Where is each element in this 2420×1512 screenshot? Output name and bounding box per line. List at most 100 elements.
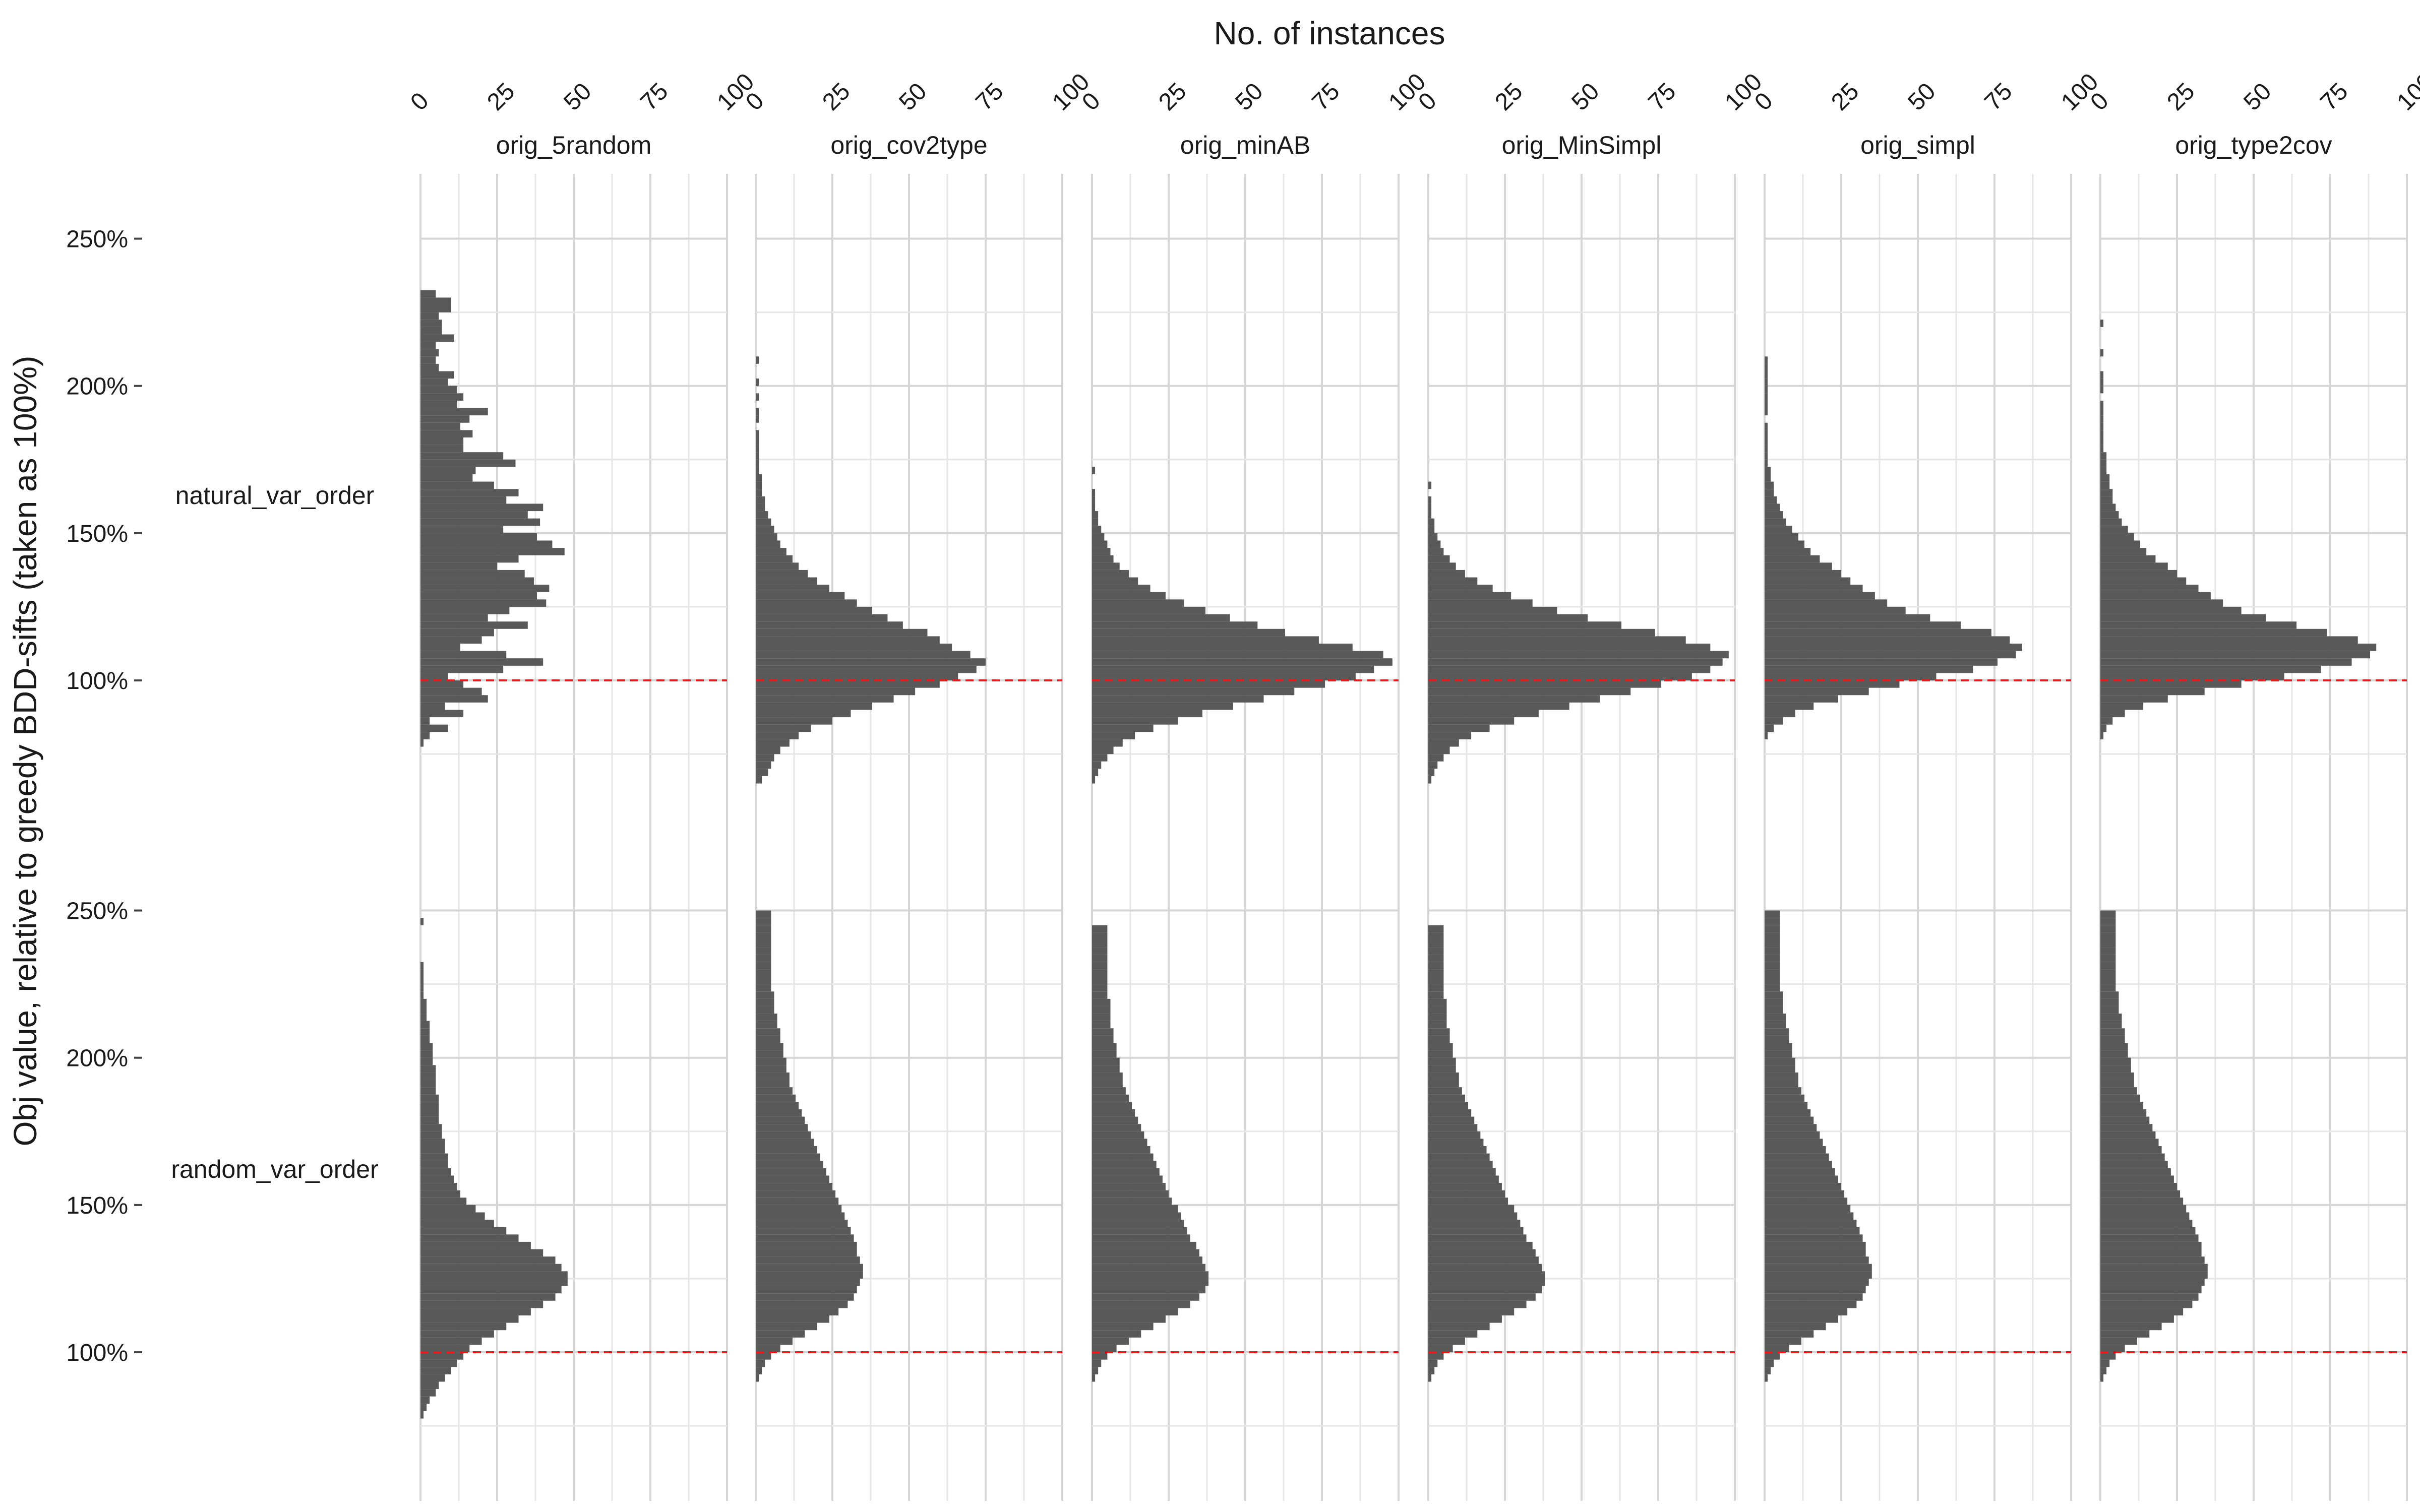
histogram-bar bbox=[1428, 1241, 1533, 1249]
histogram-bar bbox=[1092, 562, 1120, 570]
histogram-bar bbox=[1428, 1168, 1496, 1176]
histogram-bar bbox=[420, 437, 464, 445]
histogram-bar bbox=[2100, 503, 2116, 512]
histogram-bar bbox=[756, 1080, 790, 1088]
histogram-bar bbox=[420, 1256, 556, 1264]
histogram-bar bbox=[1092, 955, 1108, 962]
histogram-bar bbox=[1765, 665, 1973, 673]
histogram-bar bbox=[1765, 1087, 1801, 1095]
histogram-bar bbox=[1428, 776, 1432, 784]
histogram-bar bbox=[756, 1094, 796, 1102]
histogram-bar bbox=[1765, 947, 1780, 955]
histogram-bar bbox=[1765, 1131, 1820, 1139]
histogram-bar bbox=[756, 1183, 832, 1190]
histogram-bar bbox=[1765, 1234, 1863, 1242]
histogram-bar bbox=[2100, 1330, 2150, 1338]
histogram-bar bbox=[1765, 1322, 1826, 1331]
histogram-bar bbox=[1092, 496, 1096, 504]
histogram-bar bbox=[1765, 1161, 1832, 1168]
histogram-bar bbox=[1092, 644, 1353, 651]
histogram-bar bbox=[1092, 1286, 1205, 1294]
histogram-bar bbox=[1092, 687, 1295, 696]
histogram-bar bbox=[756, 969, 771, 977]
histogram-bar bbox=[420, 312, 439, 320]
histogram-bar bbox=[756, 769, 768, 776]
histogram-bar bbox=[756, 925, 771, 933]
x-tick-label: 100 bbox=[2392, 69, 2420, 116]
histogram-bar bbox=[756, 991, 774, 999]
histogram-bar bbox=[1428, 977, 1444, 984]
histogram-bar bbox=[420, 665, 504, 673]
histogram-bar bbox=[1092, 1057, 1120, 1065]
histogram-bar bbox=[756, 1212, 845, 1220]
histogram-bar bbox=[1428, 496, 1432, 504]
histogram-bar bbox=[1765, 1035, 1789, 1043]
histogram-bar bbox=[1092, 555, 1114, 563]
histogram-bar bbox=[1428, 1072, 1459, 1080]
histogram-bar bbox=[1092, 1212, 1181, 1220]
x-axis-title: No. of instances bbox=[1214, 15, 1445, 51]
histogram-bar bbox=[420, 1080, 436, 1088]
histogram-bar bbox=[420, 489, 519, 496]
histogram-bar bbox=[420, 1175, 454, 1183]
histogram-bar bbox=[756, 1256, 860, 1264]
histogram-bar bbox=[420, 342, 436, 349]
histogram-bar bbox=[420, 518, 540, 526]
histogram-bar bbox=[1765, 939, 1780, 948]
x-tick-label: 25 bbox=[1154, 78, 1191, 116]
histogram-bar bbox=[420, 1035, 430, 1043]
histogram-bar bbox=[1428, 614, 1588, 622]
histogram-bar bbox=[2100, 481, 2110, 489]
histogram-bar bbox=[1765, 393, 1768, 401]
histogram-bar bbox=[1092, 1249, 1199, 1257]
histogram-bar bbox=[1765, 962, 1780, 970]
histogram-bar bbox=[1765, 925, 1780, 933]
histogram-bar bbox=[756, 628, 928, 637]
histogram-bar bbox=[1765, 910, 1780, 918]
histogram-bar bbox=[756, 732, 799, 739]
histogram-bar bbox=[1765, 644, 2022, 651]
histogram-bar bbox=[1092, 570, 1129, 578]
histogram-bar bbox=[1428, 1300, 1527, 1308]
histogram-bar bbox=[756, 415, 759, 423]
histogram-bar bbox=[1765, 628, 1991, 637]
histogram-bar bbox=[1092, 710, 1202, 718]
y-tick-label: 250% bbox=[66, 226, 128, 253]
histogram-bar bbox=[2100, 1124, 2153, 1131]
facet-column-label: orig_5random bbox=[496, 131, 652, 159]
histogram-bar bbox=[420, 1227, 507, 1235]
histogram-bar bbox=[1092, 548, 1111, 555]
histogram-bar bbox=[756, 702, 873, 710]
histogram-bar bbox=[420, 1315, 519, 1323]
histogram-bar bbox=[1765, 481, 1774, 489]
y-axis-title: Obj value, relative to greedy BDD-sifts … bbox=[7, 356, 43, 1147]
histogram-bar bbox=[420, 918, 424, 925]
histogram-bar bbox=[2100, 386, 2104, 394]
histogram-bar bbox=[420, 1374, 445, 1382]
histogram-bar bbox=[2100, 1359, 2110, 1367]
histogram-bar bbox=[756, 606, 873, 614]
histogram-bar bbox=[2100, 998, 2119, 1006]
histogram-bar bbox=[1092, 1300, 1190, 1308]
histogram-bar bbox=[1428, 548, 1444, 555]
histogram-bar bbox=[756, 910, 771, 918]
histogram-bar bbox=[1092, 1021, 1111, 1029]
histogram-bar bbox=[420, 1102, 439, 1109]
histogram-bar bbox=[1765, 1315, 1838, 1323]
histogram-bar bbox=[1765, 430, 1768, 437]
histogram-bar bbox=[1428, 1035, 1450, 1043]
histogram-bar bbox=[2100, 422, 2104, 430]
histogram-bar bbox=[1765, 1205, 1851, 1213]
histogram-bar bbox=[1765, 1050, 1792, 1058]
histogram-bar bbox=[1765, 511, 1783, 519]
histogram-bar bbox=[1092, 1205, 1178, 1213]
histogram-bar bbox=[756, 481, 762, 489]
histogram-bar bbox=[756, 1330, 805, 1338]
histogram-bar bbox=[1765, 1308, 1848, 1316]
histogram-bar bbox=[756, 496, 765, 504]
histogram-bar bbox=[420, 430, 473, 437]
histogram-bar bbox=[1092, 1175, 1163, 1183]
histogram-bar bbox=[756, 1234, 854, 1242]
histogram-bar bbox=[756, 680, 940, 688]
histogram-bar bbox=[756, 599, 857, 607]
